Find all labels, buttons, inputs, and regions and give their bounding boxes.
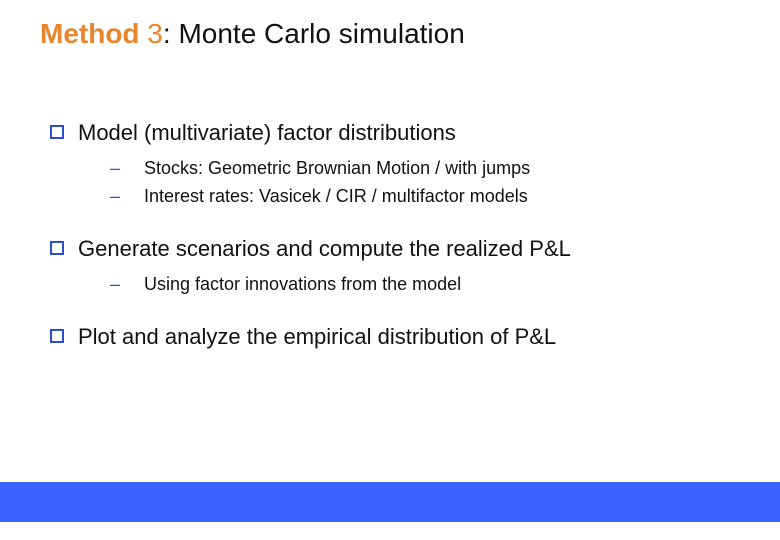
dash-bullet-icon: –: [110, 184, 144, 208]
list-item-text: Model (multivariate) factor distribution…: [78, 120, 456, 146]
sublist-item-text: Interest rates: Vasicek / CIR / multifac…: [144, 184, 528, 208]
title-rest: : Monte Carlo simulation: [163, 18, 465, 49]
square-bullet-icon: [50, 329, 64, 343]
title-method-number: 3: [140, 18, 163, 49]
list-item: Model (multivariate) factor distribution…: [50, 120, 740, 146]
sublist-item: – Stocks: Geometric Brownian Motion / wi…: [110, 156, 740, 180]
slide-body: Model (multivariate) factor distribution…: [50, 120, 740, 360]
square-bullet-icon: [50, 241, 64, 255]
dash-bullet-icon: –: [110, 156, 144, 180]
sublist: – Using factor innovations from the mode…: [110, 272, 740, 296]
list-item: Plot and analyze the empirical distribut…: [50, 324, 740, 350]
sublist-item: – Interest rates: Vasicek / CIR / multif…: [110, 184, 740, 208]
square-bullet-icon: [50, 125, 64, 139]
title-method-word: Method: [40, 18, 140, 49]
list-item-text: Generate scenarios and compute the reali…: [78, 236, 571, 262]
list-item: Generate scenarios and compute the reali…: [50, 236, 740, 262]
sublist-item: – Using factor innovations from the mode…: [110, 272, 740, 296]
sublist-item-text: Using factor innovations from the model: [144, 272, 461, 296]
dash-bullet-icon: –: [110, 272, 144, 296]
list-item-text: Plot and analyze the empirical distribut…: [78, 324, 556, 350]
slide: Method 3: Monte Carlo simulation Model (…: [0, 0, 780, 540]
sublist-item-text: Stocks: Geometric Brownian Motion / with…: [144, 156, 530, 180]
slide-title: Method 3: Monte Carlo simulation: [40, 18, 465, 50]
footer-bar: [0, 482, 780, 522]
sublist: – Stocks: Geometric Brownian Motion / wi…: [110, 156, 740, 208]
